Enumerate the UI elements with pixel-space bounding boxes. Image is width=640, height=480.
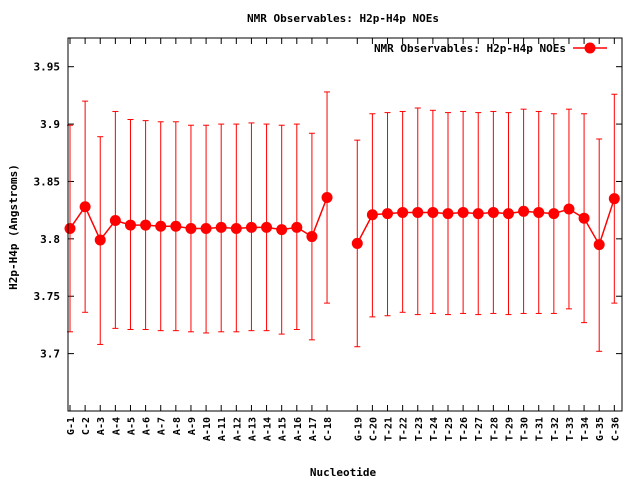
data-point <box>306 231 318 243</box>
x-tick-label: T-29 <box>504 417 515 441</box>
series-line <box>69 197 328 242</box>
x-tick-label: T-33 <box>565 417 576 441</box>
data-point <box>412 206 424 218</box>
y-tick-label: 3.8 <box>40 233 60 246</box>
x-tick-label: G-19 <box>353 417 364 441</box>
x-tick-label: A-16 <box>293 417 304 441</box>
x-tick-label: A-10 <box>202 417 213 441</box>
data-point <box>94 234 106 246</box>
x-tick-label: A-14 <box>263 417 274 441</box>
data-point <box>230 223 242 235</box>
x-tick-label: T-25 <box>444 417 455 441</box>
data-point <box>109 214 121 226</box>
data-point <box>366 209 378 221</box>
x-axis-label: Nucleotide <box>310 466 377 479</box>
x-tick-label: A-15 <box>278 417 289 441</box>
x-tick-label: T-32 <box>550 417 561 441</box>
data-point <box>442 208 454 220</box>
data-point <box>487 206 499 218</box>
legend-marker <box>584 42 596 54</box>
x-tick-label: A-11 <box>217 417 228 441</box>
data-point <box>593 239 605 251</box>
data-point <box>457 206 469 218</box>
data-point <box>245 221 257 233</box>
data-point <box>533 206 545 218</box>
data-point <box>140 219 152 231</box>
x-tick-label: T-27 <box>474 417 485 441</box>
chart-title: NMR Observables: H2p-H4p NOEs <box>247 12 439 25</box>
data-point <box>291 221 303 233</box>
data-point <box>578 212 590 224</box>
x-tick-label: G-35 <box>595 417 606 441</box>
x-tick-label: A-12 <box>232 417 243 441</box>
x-tick-label: T-22 <box>399 417 410 441</box>
plot-frame <box>67 37 623 412</box>
x-tick-label: A-17 <box>308 417 319 441</box>
x-tick-label: C-20 <box>368 417 379 441</box>
data-point <box>261 221 273 233</box>
data-point <box>548 208 560 220</box>
x-tick-label: A-13 <box>247 417 258 441</box>
x-tick-label: G-1 <box>66 417 77 435</box>
x-tick-label: A-6 <box>142 417 153 435</box>
data-point <box>502 208 514 220</box>
x-tick-label: A-5 <box>126 417 137 435</box>
x-tick-label: T-23 <box>414 417 425 441</box>
legend: NMR Observables: H2p-H4p NOEs <box>374 42 607 55</box>
data-point <box>397 206 409 218</box>
x-tick-label: C-18 <box>323 417 334 441</box>
plot-area <box>64 91 620 352</box>
x-tick-label: A-9 <box>187 417 198 435</box>
data-point <box>170 220 182 232</box>
x-tick-label: A-4 <box>111 417 122 435</box>
data-point <box>351 237 363 249</box>
legend-label: NMR Observables: H2p-H4p NOEs <box>374 42 566 55</box>
x-tick-label: A-8 <box>172 417 183 435</box>
data-point <box>79 201 91 213</box>
x-tick-label: C-36 <box>610 417 621 441</box>
x-tick-label: T-34 <box>580 417 591 441</box>
x-axis-ticks: G-1 C-2 A-3 A-4 A-5 A-6 A-7 A-8 A-9 A-10 A-11 A-12 A… <box>66 38 621 441</box>
x-tick-label: C-2 <box>81 417 92 435</box>
y-axis-ticks: 3.7 3.75 3.8 3.85 3.9 3.95 <box>34 61 622 361</box>
data-point <box>321 192 333 204</box>
y-tick-label: 3.85 <box>34 175 61 188</box>
x-tick-label: T-26 <box>459 417 470 441</box>
data-point <box>427 206 439 218</box>
y-tick-label: 3.95 <box>34 61 61 74</box>
series-line <box>356 198 616 247</box>
data-point <box>382 208 394 220</box>
x-tick-label: T-31 <box>535 417 546 441</box>
x-tick-label: T-24 <box>429 417 440 441</box>
data-point <box>608 193 620 205</box>
data-point <box>563 203 575 215</box>
data-point <box>124 219 136 231</box>
data-point <box>215 221 227 233</box>
x-tick-label: A-7 <box>157 417 168 435</box>
data-point <box>472 208 484 220</box>
data-point <box>276 224 288 236</box>
data-point <box>64 223 76 235</box>
data-point <box>155 220 167 232</box>
data-point <box>518 205 530 217</box>
y-axis-label: H2p-H4p (Angstroms) <box>7 164 20 290</box>
x-tick-label: T-21 <box>384 417 395 441</box>
x-tick-label: A-3 <box>96 417 107 435</box>
y-tick-label: 3.75 <box>34 290 61 303</box>
data-point <box>200 223 212 235</box>
x-tick-label: T-28 <box>489 417 500 441</box>
y-tick-label: 3.7 <box>40 348 60 361</box>
data-point <box>185 223 197 235</box>
y-tick-label: 3.9 <box>40 118 60 131</box>
x-tick-label: T-30 <box>520 417 531 441</box>
